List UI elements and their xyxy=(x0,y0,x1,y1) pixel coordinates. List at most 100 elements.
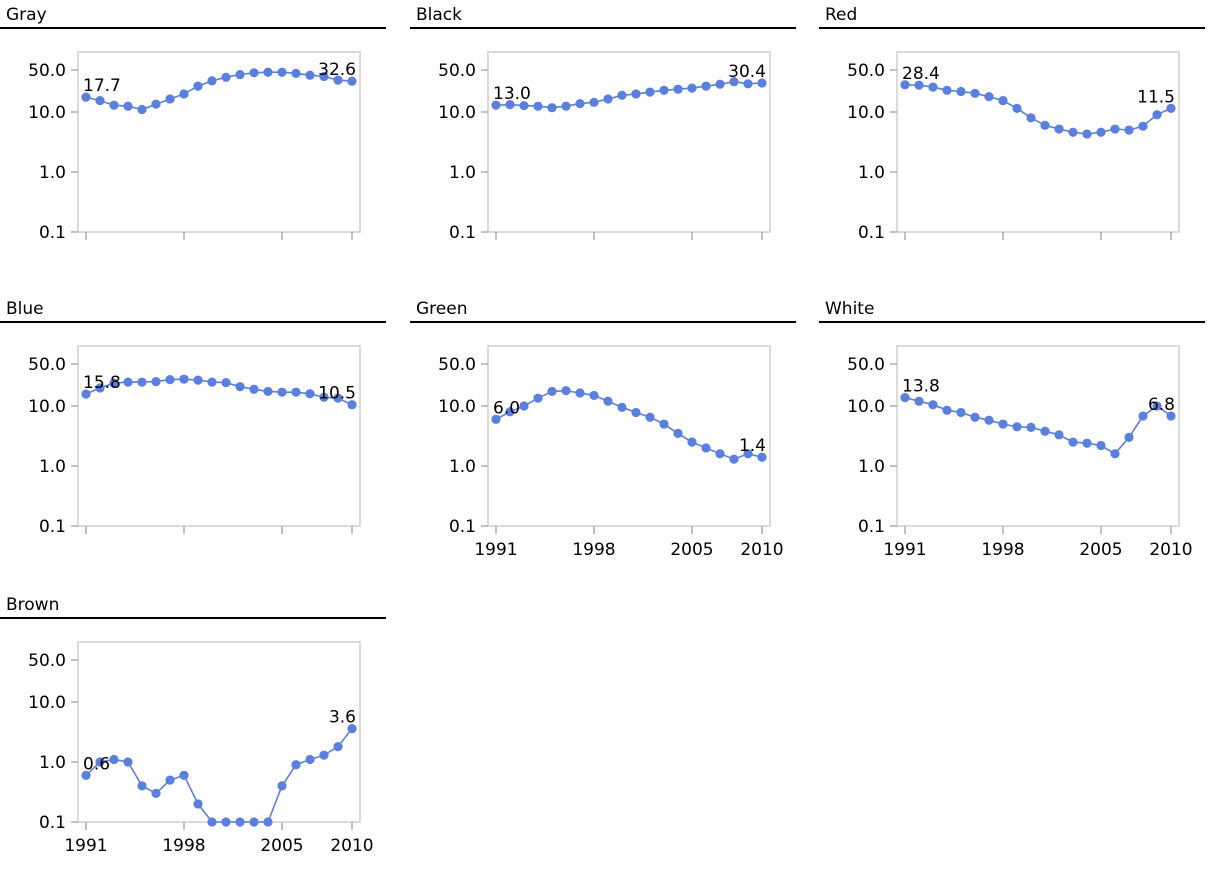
panel-title: Brown xyxy=(6,595,59,615)
y-tick-label: 0.1 xyxy=(39,813,66,833)
data-point xyxy=(519,401,529,411)
first-value-label: 28.4 xyxy=(902,64,940,84)
data-point xyxy=(347,400,357,410)
data-point xyxy=(277,387,287,397)
panel-gray: Gray 50.0 10.0 1.0 0.1 17.7 32.6 xyxy=(0,5,386,243)
data-point xyxy=(928,400,938,410)
data-point xyxy=(165,775,175,785)
data-point xyxy=(81,389,91,399)
data-point xyxy=(1110,124,1120,134)
panel-title: Black xyxy=(416,5,462,25)
x-tick-label: 1998 xyxy=(572,540,615,560)
data-point xyxy=(617,402,627,412)
last-value-label: 11.5 xyxy=(1137,87,1175,107)
data-point xyxy=(687,437,697,447)
data-point xyxy=(1124,432,1134,442)
data-point xyxy=(984,415,994,425)
y-tick-label: 0.1 xyxy=(39,517,66,537)
data-point xyxy=(617,90,627,100)
y-tick-label: 10.0 xyxy=(438,103,476,123)
data-point xyxy=(589,97,599,107)
data-point xyxy=(1012,422,1022,432)
x-tick-label: 1991 xyxy=(474,540,517,560)
data-point xyxy=(659,85,669,95)
y-tick-label: 10.0 xyxy=(847,103,885,123)
data-point xyxy=(249,68,259,78)
data-point xyxy=(715,449,725,459)
data-point xyxy=(1012,103,1022,113)
y-tick-label: 1.0 xyxy=(39,457,66,477)
plot-frame xyxy=(896,51,1180,233)
data-point xyxy=(319,392,329,402)
data-point xyxy=(998,95,1008,106)
panel-black: Black 50.0 10.0 1.0 0.1 13.0 30.4 xyxy=(410,5,796,243)
data-point xyxy=(575,99,585,109)
data-point xyxy=(942,85,952,95)
data-point xyxy=(603,94,613,104)
y-tick-label: 50.0 xyxy=(28,355,66,375)
data-point xyxy=(1040,120,1050,130)
plot-frame xyxy=(896,345,1180,527)
data-point xyxy=(491,100,501,110)
data-point xyxy=(631,407,641,418)
data-point xyxy=(1054,124,1064,134)
data-point xyxy=(1124,125,1134,135)
last-value-label: 10.5 xyxy=(318,384,356,404)
data-point xyxy=(505,407,515,417)
data-point xyxy=(291,68,301,78)
data-point xyxy=(928,82,938,92)
data-point xyxy=(1166,103,1176,113)
data-point xyxy=(729,454,739,464)
data-point xyxy=(575,388,585,398)
data-point xyxy=(179,770,189,780)
data-point xyxy=(333,742,343,752)
y-tick-label: 10.0 xyxy=(28,693,66,713)
data-point xyxy=(715,79,725,89)
data-point xyxy=(123,101,133,111)
y-tick-label: 1.0 xyxy=(39,753,66,773)
y-tick-label: 0.1 xyxy=(449,517,476,537)
y-tick-label: 10.0 xyxy=(28,397,66,417)
data-point xyxy=(561,386,571,396)
panel-green: Green 50.0 10.0 1.0 0.1 1991 1998 2005 2010 6.0 1.… xyxy=(410,299,796,560)
data-point xyxy=(305,754,315,765)
data-point xyxy=(1110,449,1120,459)
data-point xyxy=(319,750,329,760)
y-tick-label: 10.0 xyxy=(847,397,885,417)
data-point xyxy=(95,95,105,106)
x-tick-label: 1998 xyxy=(162,836,205,856)
data-point xyxy=(956,407,966,418)
plot-frame xyxy=(77,641,361,823)
data-point xyxy=(914,396,924,406)
data-point xyxy=(505,99,515,110)
data-point xyxy=(123,377,133,387)
data-point xyxy=(263,817,273,827)
data-point xyxy=(123,757,133,767)
x-tick-label: 2010 xyxy=(740,540,783,560)
data-point xyxy=(291,387,301,397)
data-point xyxy=(263,67,273,77)
data-point xyxy=(589,390,599,401)
y-tick-label: 0.1 xyxy=(858,517,885,537)
y-tick-label: 1.0 xyxy=(449,457,476,477)
data-point xyxy=(1138,121,1148,131)
data-point xyxy=(1068,127,1078,137)
data-point xyxy=(1040,426,1050,436)
data-point xyxy=(207,817,217,827)
y-tick-label: 50.0 xyxy=(847,355,885,375)
y-tick-label: 50.0 xyxy=(28,651,66,671)
data-point xyxy=(956,86,966,97)
first-value-label: 15.8 xyxy=(83,373,121,393)
y-tick-label: 50.0 xyxy=(28,61,66,81)
x-tick-label: 2005 xyxy=(670,540,713,560)
data-point xyxy=(207,377,217,387)
data-point xyxy=(95,757,105,767)
y-tick-label: 1.0 xyxy=(858,163,885,183)
data-point xyxy=(249,384,259,394)
panel-title: White xyxy=(825,299,874,319)
y-tick-label: 10.0 xyxy=(438,397,476,417)
first-value-label: 13.0 xyxy=(493,84,531,104)
first-value-label: 0.6 xyxy=(83,754,110,774)
data-point xyxy=(1054,430,1064,440)
data-point xyxy=(743,449,753,459)
